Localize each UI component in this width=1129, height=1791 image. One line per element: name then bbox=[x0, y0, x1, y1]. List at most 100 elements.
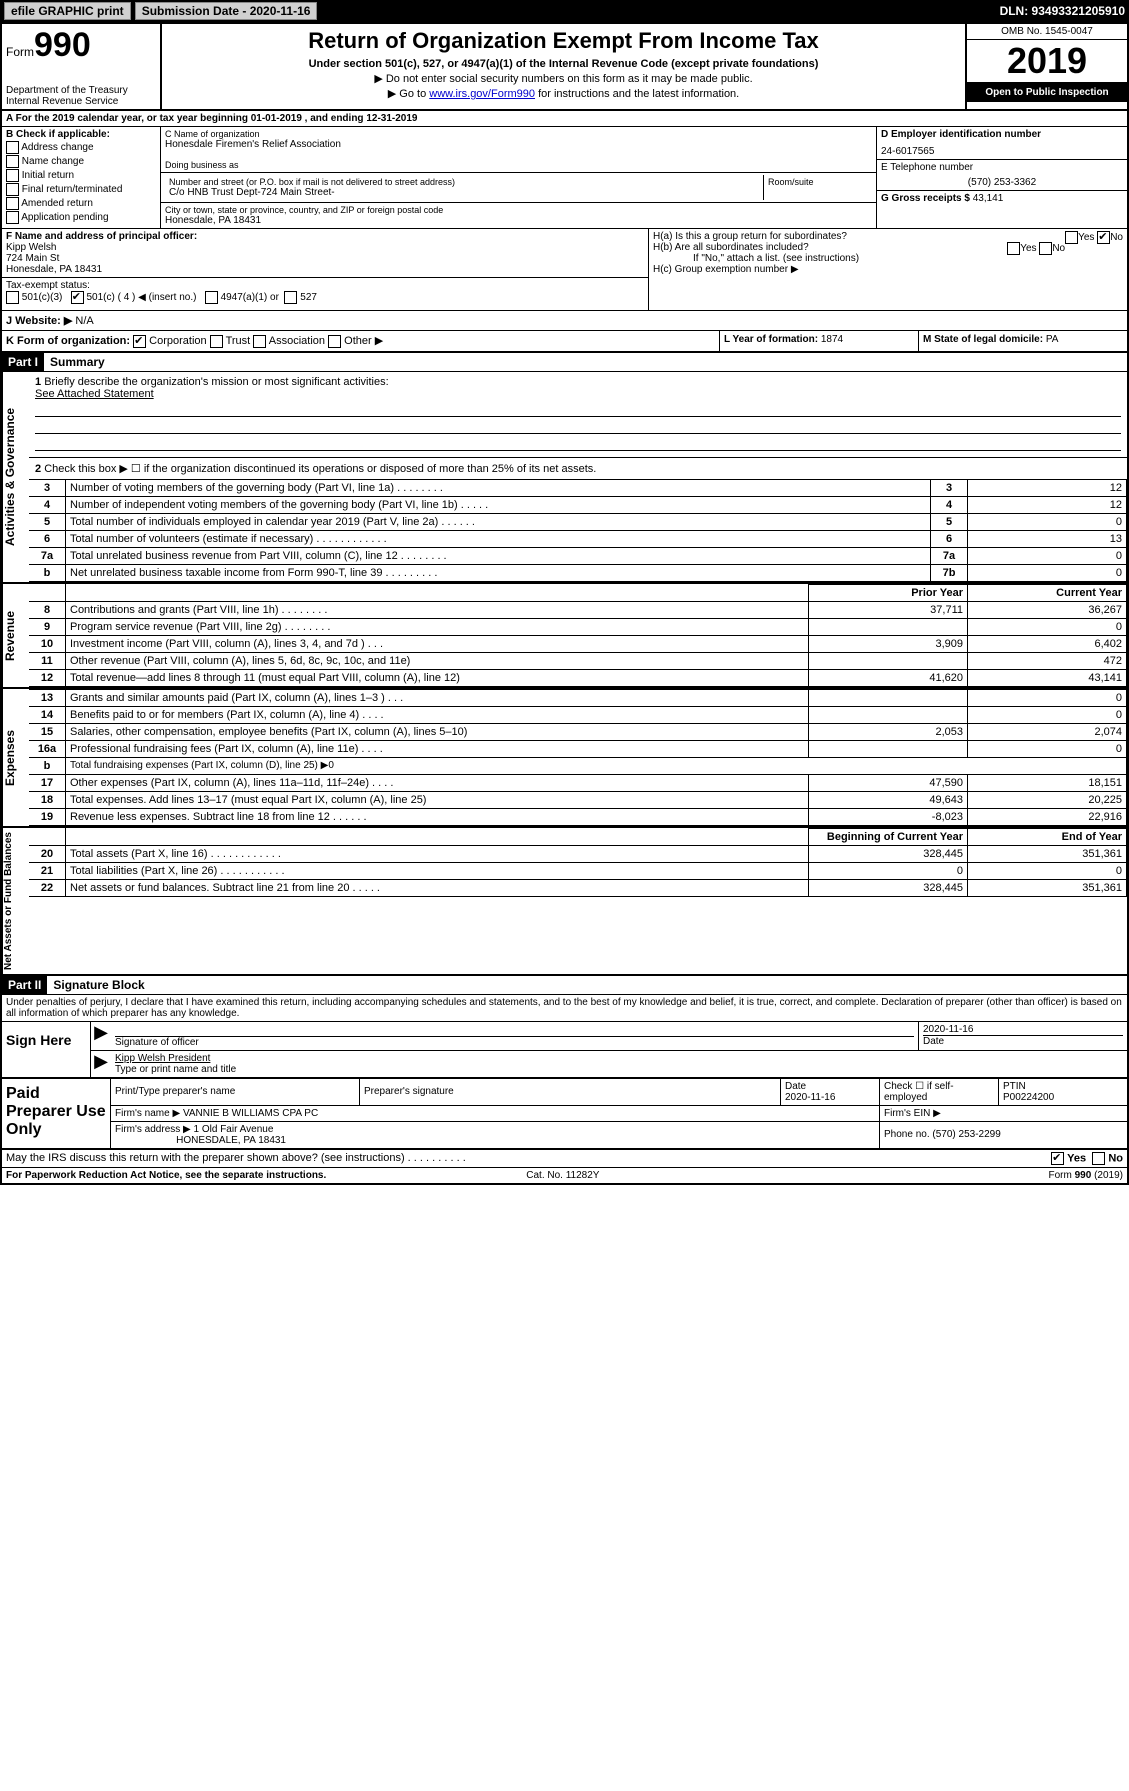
box-m: M State of legal domicile: PA bbox=[918, 331, 1127, 351]
sidebar-revenue: Revenue bbox=[2, 584, 29, 687]
row-desc: Professional fundraising fees (Part IX, … bbox=[66, 740, 809, 757]
chk-application-pending[interactable] bbox=[6, 211, 19, 224]
efile-button[interactable]: efile GRAPHIC print bbox=[4, 2, 131, 20]
row-num: 16a bbox=[29, 740, 66, 757]
submission-date-button[interactable]: Submission Date - 2020-11-16 bbox=[135, 2, 318, 20]
website-label: J Website: ▶ bbox=[6, 315, 72, 327]
row-num: 4 bbox=[29, 496, 66, 513]
row-desc: Program service revenue (Part VIII, line… bbox=[66, 618, 809, 635]
row-box: 6 bbox=[931, 530, 968, 547]
subtitle-2: ▶ Do not enter social security numbers o… bbox=[168, 72, 959, 85]
chk-corp[interactable] bbox=[133, 335, 146, 348]
chk-discuss-no[interactable] bbox=[1092, 1152, 1105, 1165]
chk-ha-yes[interactable] bbox=[1065, 231, 1078, 244]
dba-label: Doing business as bbox=[165, 160, 872, 170]
lbl-trust: Trust bbox=[226, 335, 251, 347]
chk-assoc[interactable] bbox=[253, 335, 266, 348]
row-desc: Net unrelated business taxable income fr… bbox=[66, 564, 931, 581]
chk-hb-yes[interactable] bbox=[1007, 242, 1020, 255]
paid-preparer-label: Paid Preparer Use Only bbox=[2, 1079, 111, 1148]
form-org-label: K Form of organization: bbox=[6, 335, 130, 347]
row-num: 13 bbox=[29, 689, 66, 706]
part-ii-tag: Part II bbox=[2, 976, 47, 994]
firm-phone: (570) 253-2299 bbox=[932, 1129, 1000, 1140]
row-box: 4 bbox=[931, 496, 968, 513]
officer-typed-name: Kipp Welsh President bbox=[115, 1053, 1123, 1064]
row-num: 22 bbox=[29, 879, 66, 896]
chk-4947[interactable] bbox=[205, 291, 218, 304]
row-num: 20 bbox=[29, 845, 66, 862]
chk-discuss-yes[interactable] bbox=[1051, 1152, 1064, 1165]
ein-label: D Employer identification number bbox=[881, 129, 1123, 140]
lbl-name-change: Name change bbox=[22, 156, 84, 167]
chk-501c3[interactable] bbox=[6, 291, 19, 304]
box-k: K Form of organization: Corporation Trus… bbox=[2, 331, 719, 351]
year-formation-value: 1874 bbox=[821, 334, 843, 345]
footer: For Paperwork Reduction Act Notice, see … bbox=[2, 1168, 1127, 1183]
org-address: C/o HNB Trust Dept-724 Main Street- bbox=[169, 187, 759, 198]
table-revenue: Prior Year Current Year8 Contributions a… bbox=[29, 584, 1127, 687]
chk-final-return[interactable] bbox=[6, 183, 19, 196]
year-block: OMB No. 1545-0047 2019 Open to Public In… bbox=[965, 24, 1127, 109]
form-title: Return of Organization Exempt From Incom… bbox=[168, 28, 959, 54]
lbl-501c: 501(c) ( 4 ) ◀ (insert no.) bbox=[86, 292, 196, 303]
sidebar-activities: Activities & Governance bbox=[2, 372, 29, 582]
gross-value: 43,141 bbox=[973, 193, 1004, 204]
chk-trust[interactable] bbox=[210, 335, 223, 348]
chk-initial-return[interactable] bbox=[6, 169, 19, 182]
prep-date-label: Date bbox=[785, 1081, 806, 1092]
type-name-label: Type or print name and title bbox=[115, 1064, 1123, 1075]
gross-label: G Gross receipts $ bbox=[881, 193, 970, 204]
row-desc: Number of independent voting members of … bbox=[66, 496, 931, 513]
domicile-label: M State of legal domicile: bbox=[923, 334, 1043, 345]
city-label: City or town, state or province, country… bbox=[165, 205, 872, 215]
row-num: 14 bbox=[29, 706, 66, 723]
row-box: 7a bbox=[931, 547, 968, 564]
row-desc: Total expenses. Add lines 13–17 (must eq… bbox=[66, 791, 809, 808]
row-num: b bbox=[29, 757, 66, 774]
omb-number: OMB No. 1545-0047 bbox=[967, 24, 1127, 40]
row-curr: 351,361 bbox=[968, 845, 1127, 862]
chk-501c[interactable] bbox=[71, 291, 84, 304]
prep-sig-label: Preparer's signature bbox=[364, 1086, 454, 1097]
sub3-post: for instructions and the latest informat… bbox=[535, 88, 739, 100]
chk-hb-no[interactable] bbox=[1039, 242, 1052, 255]
addr-label: Number and street (or P.O. box if mail i… bbox=[169, 177, 759, 187]
paid-preparer-table: Print/Type preparer's name Preparer's si… bbox=[111, 1079, 1127, 1148]
chk-ha-no[interactable] bbox=[1097, 231, 1110, 244]
chk-address-change[interactable] bbox=[6, 141, 19, 154]
row-curr: 18,151 bbox=[968, 774, 1127, 791]
firm-ein-label: Firm's EIN ▶ bbox=[884, 1108, 941, 1119]
row-prior: 328,445 bbox=[809, 879, 968, 896]
row-num: 19 bbox=[29, 808, 66, 825]
chk-527[interactable] bbox=[284, 291, 297, 304]
sig-date: 2020-11-16 bbox=[923, 1024, 1123, 1035]
box-c: C Name of organization Honesdale Firemen… bbox=[161, 127, 877, 228]
row-prior: 41,620 bbox=[809, 669, 968, 686]
tax-exempt-label: Tax-exempt status: bbox=[6, 280, 90, 291]
row-num: 18 bbox=[29, 791, 66, 808]
row-num: 8 bbox=[29, 601, 66, 618]
officer-addr1: 724 Main St bbox=[6, 253, 644, 264]
officer-addr2: Honesdale, PA 18431 bbox=[6, 264, 644, 275]
box-deg: D Employer identification number 24-6017… bbox=[877, 127, 1127, 228]
ha-label: H(a) Is this a group return for subordin… bbox=[653, 231, 847, 242]
chk-name-change[interactable] bbox=[6, 155, 19, 168]
lbl-amended: Amended return bbox=[21, 198, 93, 209]
year-formation-label: L Year of formation: bbox=[724, 334, 818, 345]
row-desc: Total fundraising expenses (Part IX, col… bbox=[66, 757, 1127, 774]
row-desc: Total number of individuals employed in … bbox=[66, 513, 931, 530]
form-id-block: Form990 Department of the Treasury Inter… bbox=[2, 24, 162, 109]
row-prior: 49,643 bbox=[809, 791, 968, 808]
org-name: Honesdale Firemen's Relief Association bbox=[165, 139, 872, 150]
row-prior bbox=[809, 652, 968, 669]
row-val: 0 bbox=[968, 564, 1127, 581]
chk-amended[interactable] bbox=[6, 197, 19, 210]
irs-link[interactable]: www.irs.gov/Form990 bbox=[429, 88, 535, 100]
officer-name: Kipp Welsh bbox=[6, 242, 644, 253]
row-desc: Total number of volunteers (estimate if … bbox=[66, 530, 931, 547]
chk-other[interactable] bbox=[328, 335, 341, 348]
box-f: F Name and address of principal officer:… bbox=[2, 229, 649, 310]
row-curr: 0 bbox=[968, 689, 1127, 706]
row-num: 10 bbox=[29, 635, 66, 652]
